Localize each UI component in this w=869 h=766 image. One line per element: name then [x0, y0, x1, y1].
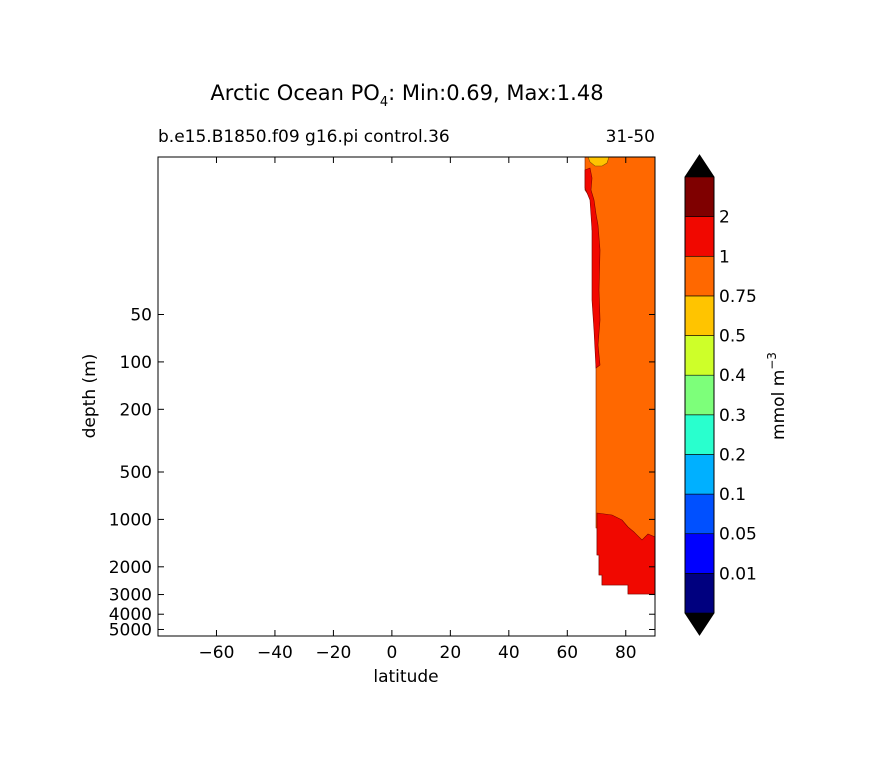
colorbar-tick-label: 0.01	[719, 564, 757, 584]
y-tick-label: 5000	[109, 620, 152, 640]
x-tick-label: 20	[440, 643, 462, 663]
x-axis-label: latitude	[373, 667, 438, 687]
colorbar-tick-label: 0.4	[719, 366, 746, 386]
x-tick-label: 60	[556, 643, 578, 663]
colorbar-swatch	[684, 335, 715, 376]
chart-subtitle-left: b.e15.B1850.f09 g16.pi control.36	[158, 127, 450, 147]
colorbar-swatch	[684, 454, 715, 495]
colorbar-swatch	[684, 295, 715, 336]
chart-title: Arctic Ocean PO4: Min:0.69, Max:1.48	[210, 81, 603, 110]
x-tick-label: −60	[199, 643, 235, 663]
y-tick-label: 100	[120, 353, 152, 373]
colorbar-tick-label: 2	[719, 208, 730, 228]
colorbar-tick-label: 0.5	[719, 327, 746, 347]
colorbar-tick-label: 0.1	[719, 485, 746, 505]
colorbar-outline	[684, 154, 715, 636]
colorbar-swatch	[684, 414, 715, 455]
plot-background	[158, 157, 655, 636]
colorbar-label: mmol m−3	[765, 352, 789, 440]
colorbar-tick-label: 0.05	[719, 525, 757, 545]
x-axis: −60 −40 −20 0 20 40 60 80	[199, 157, 637, 663]
colorbar-extend-max	[685, 155, 714, 177]
colorbar-tick-label: 0.3	[719, 406, 746, 426]
y-tick-label: 1000	[109, 510, 152, 530]
y-axis-label: depth (m)	[80, 354, 100, 439]
contour-fills	[584, 156, 656, 595]
y-tick-label: 4000	[109, 605, 152, 625]
plot-frame	[157, 156, 656, 637]
x-tick-label: −40	[257, 643, 293, 663]
colorbar-swatch	[684, 493, 715, 535]
colorbar-tick-label: 0.75	[719, 287, 757, 307]
y-tick-label: 200	[120, 400, 152, 420]
colorbar-extend-min	[685, 613, 714, 635]
colorbar-swatch	[684, 533, 715, 574]
x-tick-label: 80	[615, 643, 637, 663]
title-subscript: 4	[380, 95, 388, 110]
chart-subtitle-right: 31-50	[606, 127, 655, 147]
colorbar-tick-label: 0.2	[719, 445, 746, 465]
colorbar-swatch	[684, 374, 715, 416]
colorbar-label-superscript: −3	[765, 352, 779, 370]
colorbar-swatch	[684, 255, 715, 297]
colorbar-tick-label: 1	[719, 247, 730, 267]
x-tick-label: −20	[315, 643, 351, 663]
plot-area: −60 −40 −20 0 20 40 60 80 50 100 200 500 1000 2000 30…	[109, 156, 656, 663]
colorbar-swatch	[684, 216, 715, 257]
y-tick-label: 3000	[109, 586, 152, 606]
y-tick-label: 500	[120, 463, 152, 483]
x-tick-label: 0	[386, 643, 397, 663]
y-tick-label: 2000	[109, 558, 152, 578]
colorbar: 0.01 0.05 0.1 0.2 0.3 0.4 0.5 0.75 1 2	[684, 154, 757, 636]
y-tick-label: 50	[130, 305, 152, 325]
contour-region-1-2-upper	[584, 167, 601, 369]
colorbar-swatch	[684, 573, 715, 614]
x-tick-label: 40	[498, 643, 520, 663]
colorbar-swatch	[684, 176, 715, 217]
